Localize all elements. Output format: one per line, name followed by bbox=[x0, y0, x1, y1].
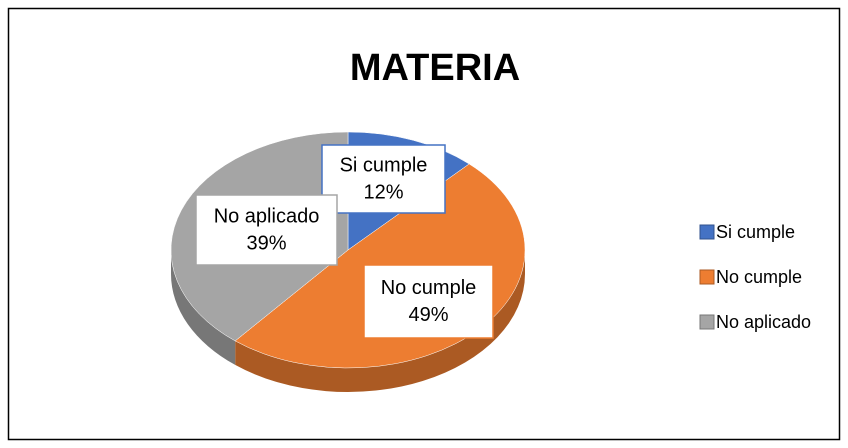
data-label-name: No aplicado bbox=[214, 205, 320, 227]
data-label-value: 12% bbox=[363, 181, 403, 203]
data-label-name: Si cumple bbox=[340, 154, 428, 176]
legend-swatch bbox=[699, 314, 715, 330]
pie-slice-side bbox=[171, 250, 236, 365]
legend-label: Si cumple bbox=[716, 222, 795, 242]
legend-swatch bbox=[699, 269, 715, 285]
data-label-value: 49% bbox=[408, 304, 448, 326]
chart-title: MATERIA bbox=[350, 47, 520, 89]
legend-label: No aplicado bbox=[716, 312, 811, 332]
data-label-box bbox=[195, 194, 338, 266]
data-label-box bbox=[321, 144, 446, 214]
data-label-name: No cumple bbox=[381, 277, 477, 299]
pie-slice-side bbox=[235, 250, 525, 392]
legend-label: No cumple bbox=[716, 267, 802, 287]
legend-swatch bbox=[699, 224, 715, 240]
data-label-box bbox=[363, 264, 494, 339]
data-label-value: 39% bbox=[246, 232, 286, 254]
